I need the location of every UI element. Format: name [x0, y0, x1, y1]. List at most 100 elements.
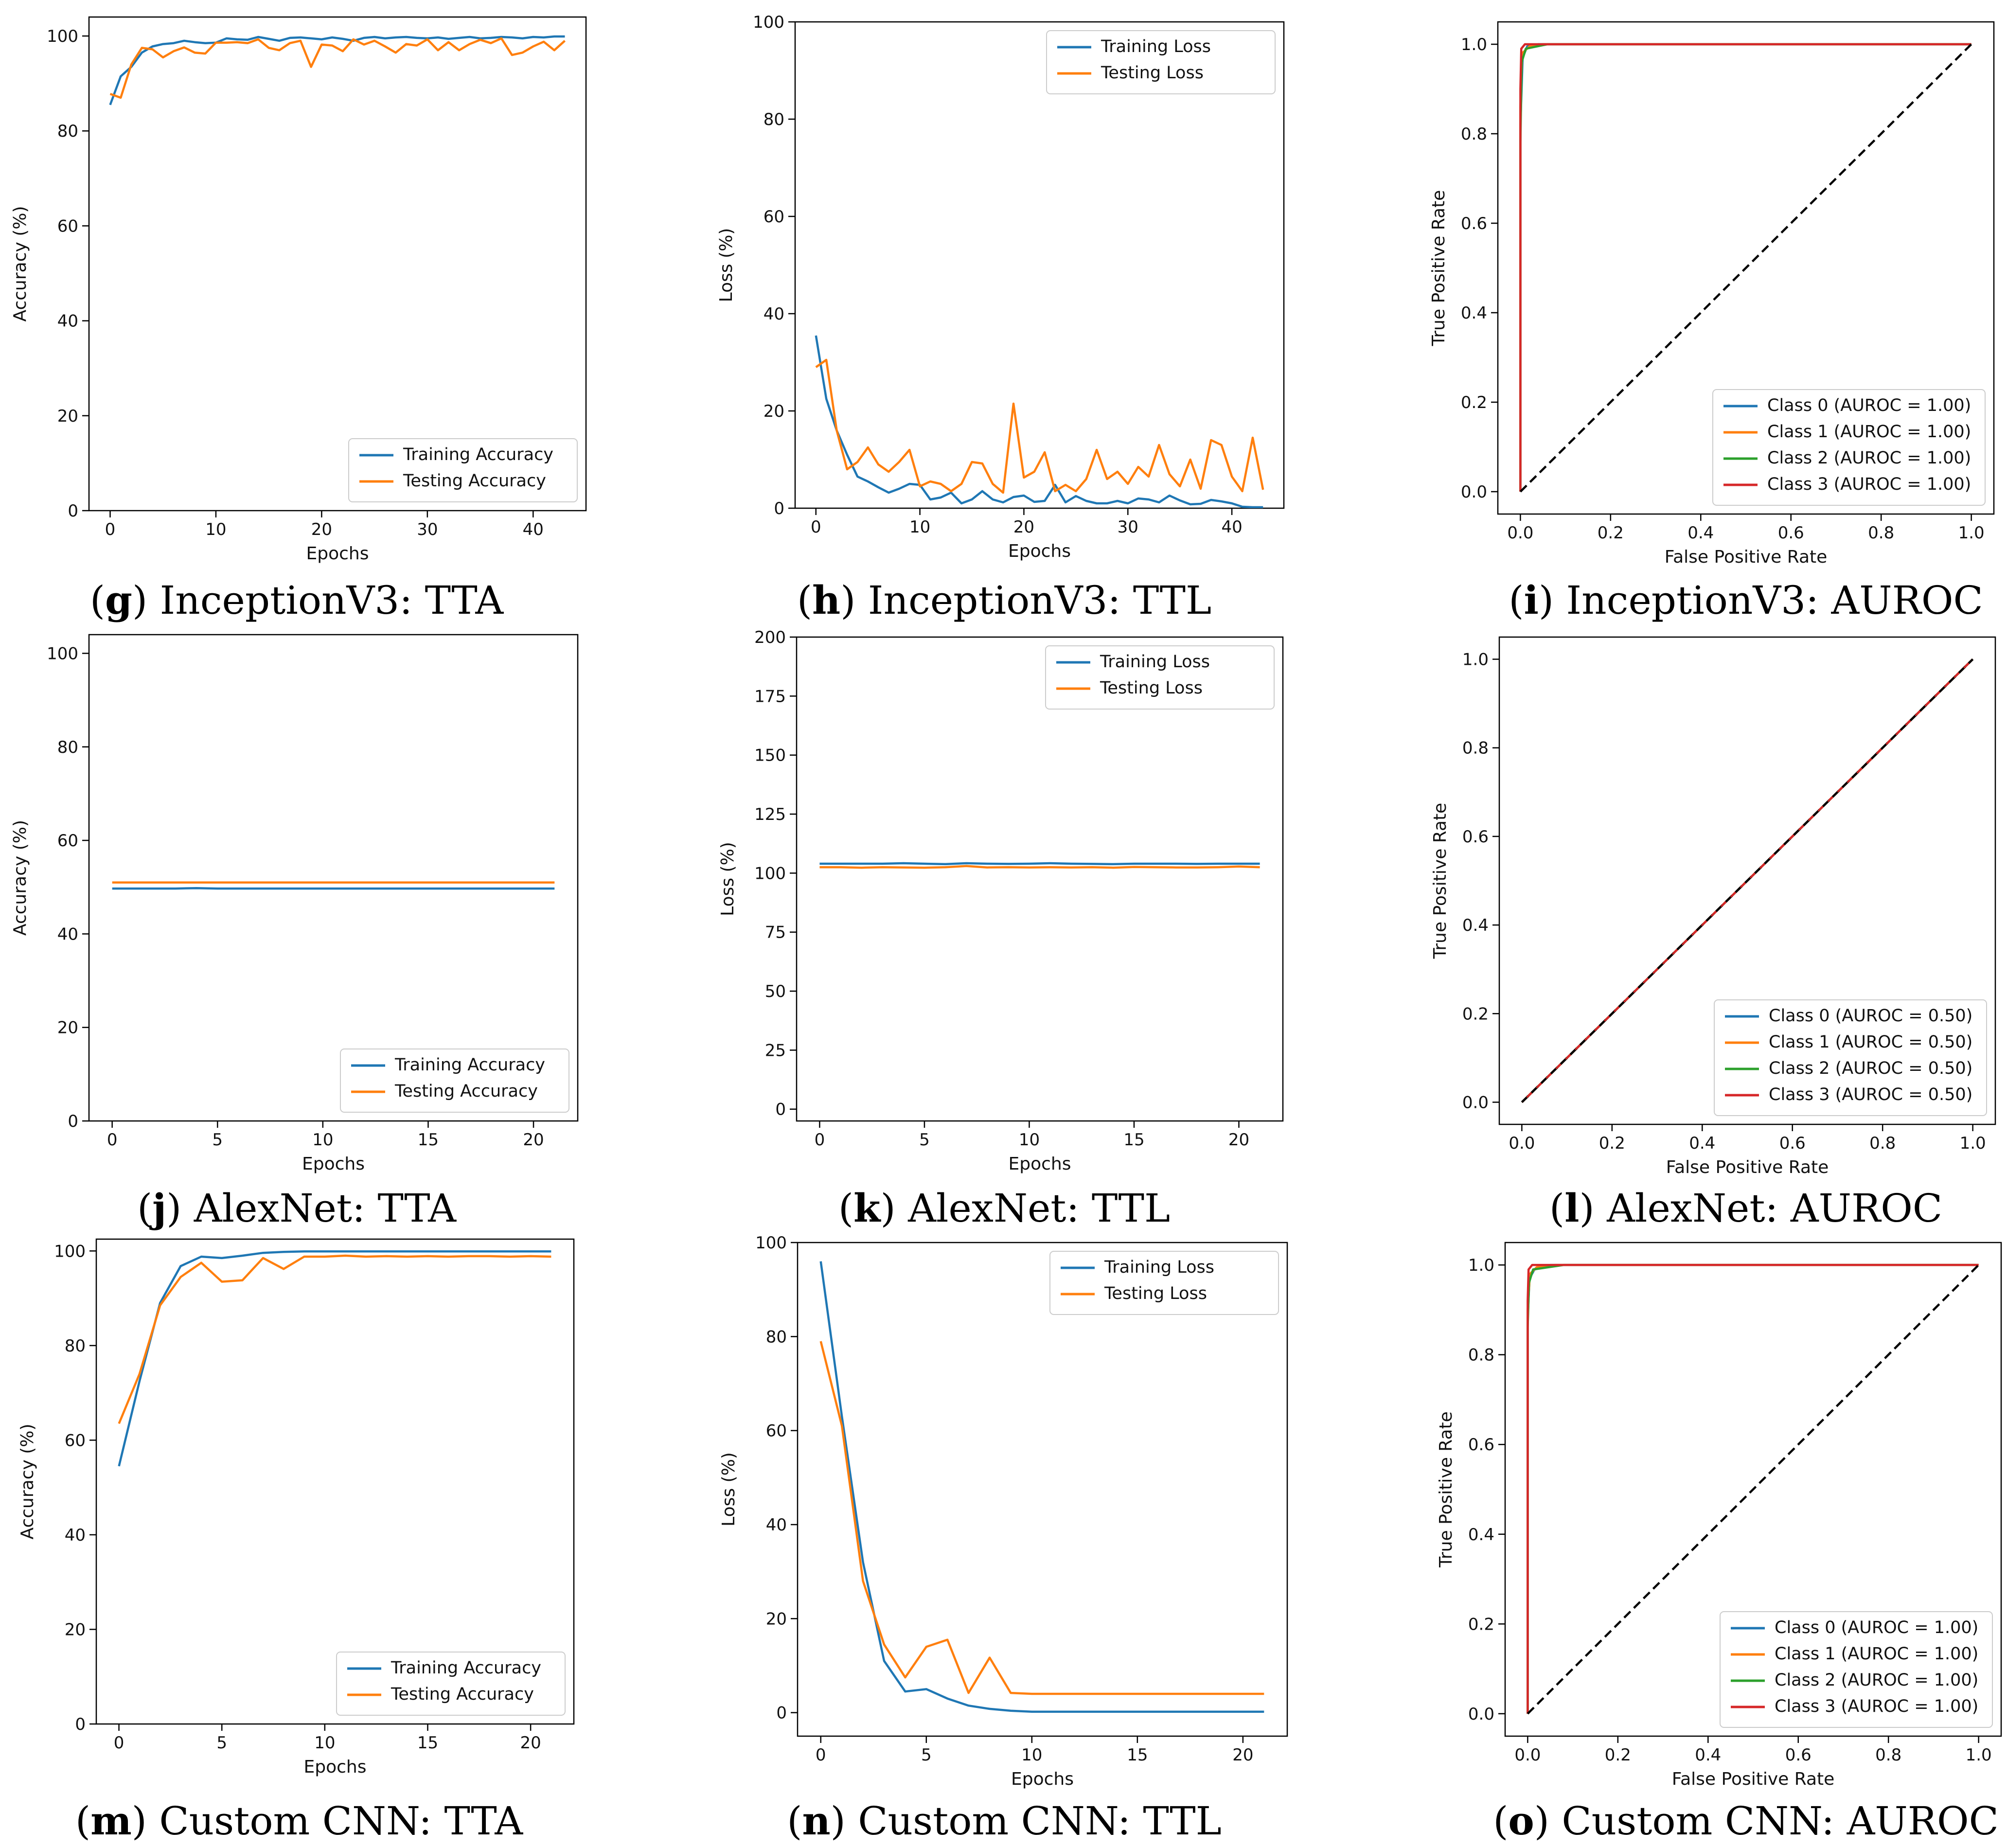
axes-frame	[88, 16, 587, 512]
x-tick-label: 0.4	[1689, 1134, 1715, 1153]
legend-entry-label: Class 2 (AUROC = 0.50)	[1769, 1059, 1972, 1078]
x-axis-label: False Positive Rate	[1672, 1769, 1835, 1789]
caption-close-paren: )	[880, 1186, 908, 1231]
y-tick-label: 60	[65, 1431, 86, 1450]
chart-panel-o: 0.0 0.2 0.4 0.6 0.8 1.0 0.0 0.2 0.4 0.6 0.8 1.0 Fals…	[1436, 1242, 2002, 1844]
y-tick-label: 100	[754, 864, 786, 883]
x-tick-label: 15	[418, 1130, 439, 1150]
axes-frame	[1497, 21, 1995, 515]
plot-area	[118, 1250, 551, 1467]
series-line-orange	[109, 37, 566, 99]
x-tick-label: 0	[816, 1745, 826, 1765]
x-axis-label: Epochs	[1009, 1154, 1071, 1174]
x-tick-label: 0.2	[1598, 523, 1624, 543]
y-tick-label: 1.0	[1461, 35, 1487, 54]
y-axis-label: True Positive Rate	[1430, 803, 1450, 960]
caption-letter: j	[149, 1185, 166, 1231]
legend: Training Loss Testing Loss	[1045, 645, 1275, 710]
x-tick-label: 10	[1021, 1745, 1042, 1765]
y-tick-label: 80	[57, 122, 78, 141]
panel-caption: (m) Custom CNN: TTA	[75, 1798, 523, 1844]
legend-entry-label: Training Accuracy	[403, 445, 553, 464]
caption-metric: TTA	[425, 578, 504, 623]
legend-entry-label: Class 1 (AUROC = 0.50)	[1769, 1032, 1972, 1052]
caption-close-paren: )	[132, 1798, 160, 1844]
caption-model: AlexNet	[194, 1186, 352, 1231]
y-tick-label: 20	[65, 1620, 86, 1639]
caption-model: InceptionV3	[1566, 578, 1806, 623]
chance-diagonal-line	[1519, 43, 1972, 493]
legend-entry-label: Class 3 (AUROC = 0.50)	[1769, 1085, 1972, 1104]
x-tick-label: 0.8	[1869, 1134, 1896, 1153]
y-tick-label: 100	[47, 27, 78, 46]
x-tick-label: 20	[1013, 517, 1034, 537]
plot-area	[1519, 43, 1972, 493]
y-tick-label: 80	[766, 1327, 787, 1347]
x-tick-label: 1.0	[1960, 1134, 1986, 1153]
y-tick-label: 0.6	[1468, 1435, 1494, 1455]
y-tick-label: 20	[57, 407, 78, 426]
caption-metric: TTL	[1143, 1798, 1221, 1844]
plot-area	[1521, 658, 1974, 1103]
y-tick-label: 100	[755, 1233, 787, 1253]
caption-open-paren: (	[787, 1798, 802, 1844]
y-axis-label: True Positive Rate	[1436, 1411, 1456, 1568]
x-tick-label: 0.4	[1695, 1745, 1721, 1765]
y-tick-label: 0.0	[1468, 1705, 1494, 1724]
x-tick-label: 20	[520, 1733, 541, 1753]
y-tick-label: 0.6	[1462, 827, 1489, 847]
chart-panel-i: 0.0 0.2 0.4 0.6 0.8 1.0 0.0 0.2 0.4 0.6 0.8 1.0 Fals…	[1429, 21, 1995, 623]
legend-box	[1045, 645, 1275, 710]
y-tick-label: 60	[766, 1422, 787, 1441]
y-axis-label: Accuracy (%)	[18, 1423, 37, 1539]
caption-letter: h	[812, 577, 840, 623]
x-tick-label: 0.8	[1875, 1745, 1901, 1765]
x-tick-label: 5	[921, 1745, 932, 1765]
x-tick-label: 20	[1228, 1130, 1249, 1150]
y-tick-label: 20	[766, 1609, 787, 1629]
y-tick-label: 150	[754, 746, 786, 765]
panel-caption: (i) InceptionV3: AUROC	[1509, 577, 1983, 623]
caption-close-paren: )	[166, 1186, 194, 1231]
x-tick-label: 0.2	[1599, 1134, 1625, 1153]
caption-model: InceptionV3	[160, 578, 400, 623]
panel-caption: (h) InceptionV3: TTL	[797, 577, 1211, 623]
caption-sep: :	[1765, 1186, 1790, 1231]
class3-overlay-line	[1521, 658, 1973, 1103]
caption-open-paren: (	[1549, 1186, 1564, 1231]
y-tick-label: 0.6	[1461, 214, 1487, 233]
x-axis-label: Epochs	[306, 544, 369, 564]
legend-entry-label: Class 0 (AUROC = 0.50)	[1769, 1006, 1972, 1026]
x-tick-label: 0.6	[1778, 523, 1804, 543]
legend-entry-label: Training Loss	[1104, 1258, 1214, 1277]
caption-letter: g	[105, 577, 132, 623]
x-tick-label: 15	[1127, 1745, 1148, 1765]
x-tick-label: 0.4	[1687, 523, 1714, 543]
legend-entry-label: Testing Accuracy	[391, 1685, 534, 1704]
caption-sep: :	[1806, 578, 1831, 623]
series-line-orange	[819, 865, 1260, 869]
caption-letter: l	[1564, 1185, 1579, 1231]
chart-panel-h: 0 10 20 30 40 0 20 40 60 80 100 Epochs Loss (%) Train…	[716, 13, 1285, 623]
legend-box	[1049, 1251, 1279, 1315]
x-axis-label: False Positive Rate	[1666, 1157, 1829, 1177]
y-tick-label: 175	[754, 687, 786, 706]
caption-metric: AUROC	[1847, 1798, 1999, 1844]
y-tick-label: 80	[65, 1336, 86, 1356]
x-tick-label: 40	[523, 520, 544, 539]
caption-sep: :	[1118, 1798, 1143, 1844]
y-tick-label: 80	[764, 110, 784, 129]
x-tick-label: 10	[205, 520, 226, 539]
caption-close-paren: )	[831, 1798, 858, 1844]
x-tick-label: 5	[212, 1130, 223, 1150]
x-tick-label: 0	[105, 520, 116, 539]
caption-close-paren: )	[1580, 1186, 1607, 1231]
series-line-blue	[815, 335, 1263, 508]
y-tick-label: 100	[47, 644, 78, 663]
legend-box	[1712, 389, 1986, 506]
caption-sep: :	[399, 578, 425, 623]
legend-box	[336, 1652, 566, 1716]
legend-entry-label: Testing Loss	[1104, 1284, 1207, 1303]
y-tick-label: 0.0	[1461, 482, 1487, 502]
